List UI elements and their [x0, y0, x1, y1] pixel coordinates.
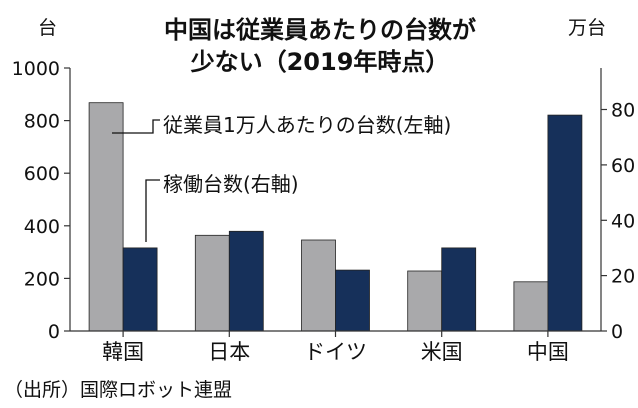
right-axis-ticks: 0 20 40 60 80 — [601, 100, 635, 343]
chart-title-line-2: 少ない（2019年時点） — [190, 48, 450, 76]
legend-leader-series-2 — [145, 179, 160, 242]
bar-2-5 — [547, 114, 583, 332]
right-tick-label-1: 0 — [611, 321, 623, 343]
chart-title-line-1: 中国は従業員あたりの台数が — [164, 16, 476, 44]
left-tick-label-5: 800 — [24, 111, 60, 133]
category-label-5: 中国 — [527, 340, 569, 364]
bar-1-5 — [513, 281, 549, 332]
legend-leader-series-1 — [112, 119, 160, 134]
left-tick-label-3: 400 — [24, 216, 60, 238]
category-labels: 韓国 日本 ドイツ 米国 中国 — [102, 331, 569, 364]
bar-2-4 — [441, 247, 477, 332]
left-tick-label-6: 1000 — [12, 58, 60, 80]
bar-1-3 — [301, 239, 336, 332]
category-label-2: 日本 — [208, 340, 250, 364]
bar-2-2 — [228, 230, 264, 332]
right-tick-label-4: 60 — [611, 155, 635, 177]
right-axis-unit: 万台 — [568, 17, 606, 39]
legend-label-series-2: 稼働台数(右軸) — [163, 172, 299, 196]
legend-label-series-1: 従業員1万人あたりの台数(左軸) — [163, 113, 451, 137]
bar-1-1 — [88, 102, 124, 332]
right-tick-label-2: 20 — [611, 266, 635, 288]
bars-layer — [88, 102, 583, 332]
legend-callouts: 従業員1万人あたりの台数(左軸) 稼働台数(右軸) — [112, 113, 451, 242]
left-axis-ticks: 0 200 400 600 800 1000 — [12, 58, 70, 343]
left-axis-unit: 台 — [38, 17, 57, 39]
bar-2-3 — [335, 269, 370, 332]
category-label-1: 韓国 — [102, 340, 144, 364]
right-tick-label-3: 40 — [611, 210, 635, 232]
source-note: （出所）国際ロボット連盟 — [4, 379, 232, 401]
right-tick-label-5: 80 — [611, 100, 635, 122]
left-tick-label-4: 600 — [24, 163, 60, 185]
left-tick-label-2: 200 — [24, 268, 60, 290]
category-label-4: 米国 — [421, 340, 463, 364]
bar-1-4 — [407, 270, 443, 332]
category-label-3: ドイツ — [304, 340, 367, 364]
bar-2-1 — [122, 247, 158, 332]
left-tick-label-1: 0 — [48, 321, 60, 343]
bar-1-2 — [194, 234, 230, 332]
